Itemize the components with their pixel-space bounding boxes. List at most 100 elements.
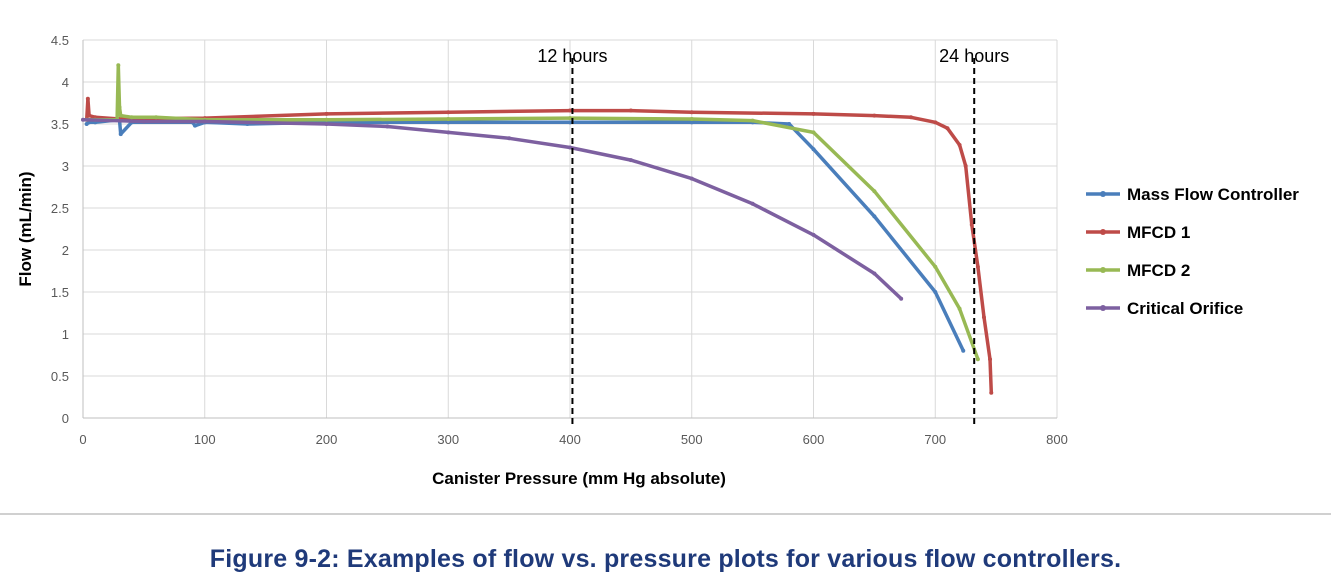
data-point: [988, 357, 993, 362]
data-point: [957, 143, 962, 147]
y-axis-title: Flow (mL/min): [16, 171, 35, 286]
figure-caption: Figure 9-2: Examples of flow vs. pressur…: [209, 545, 1122, 573]
data-point: [628, 158, 633, 163]
annotation-label: 12 hours: [537, 46, 607, 66]
legend-marker: [1100, 305, 1106, 311]
data-point: [750, 118, 755, 123]
data-point: [811, 232, 816, 237]
data-point: [116, 63, 121, 68]
x-tick-label: 400: [559, 432, 581, 447]
data-point: [872, 271, 877, 276]
data-point: [117, 105, 122, 110]
data-point: [87, 113, 92, 118]
legend: Mass Flow Controller MFCD 1 MFCD 2 Critical…: [1086, 185, 1299, 318]
data-point: [933, 120, 938, 125]
data-point: [750, 201, 755, 206]
data-point: [446, 116, 451, 121]
data-point: [689, 116, 694, 121]
data-point: [507, 136, 512, 141]
series-lines: [81, 63, 994, 395]
y-tick-label: 1.5: [51, 285, 69, 300]
data-point: [202, 119, 207, 124]
legend-label: MFCD 1: [1127, 223, 1190, 242]
data-point: [568, 116, 572, 121]
data-point: [118, 113, 123, 118]
data-point: [324, 117, 329, 122]
data-point: [129, 115, 134, 120]
x-tick-label: 0: [79, 432, 86, 447]
data-point: [957, 306, 962, 311]
data-point: [872, 214, 877, 219]
y-tick-label: 4: [62, 75, 69, 90]
annotations: 12 hours 24 hours: [537, 46, 1009, 428]
y-tick-label: 0.5: [51, 369, 69, 384]
data-point: [787, 122, 792, 126]
x-tick-label: 300: [437, 432, 459, 447]
legend-label: MFCD 2: [1127, 261, 1190, 280]
data-point: [193, 123, 198, 128]
y-tick-label: 3.5: [51, 117, 69, 132]
x-tick-label: 100: [194, 432, 216, 447]
series-line-0: [84, 118, 966, 353]
data-point: [628, 108, 633, 113]
data-point: [933, 264, 938, 269]
y-tick-label: 2.5: [51, 201, 69, 216]
data-point: [908, 115, 913, 120]
data-point: [324, 111, 329, 116]
data-point: [975, 264, 980, 269]
x-tick-label: 200: [316, 432, 338, 447]
x-axis-title: Canister Pressure (mm Hg absolute): [432, 469, 726, 488]
series-line-2: [84, 63, 980, 361]
legend-marker: [1100, 229, 1106, 235]
data-point: [154, 115, 159, 120]
tick-labels: 0 100 200 300 400 500 600 700 800 0 0.5 1 1.5 2 2.5 3 3.…: [51, 33, 1068, 447]
y-tick-label: 3: [62, 159, 69, 174]
data-point: [689, 176, 694, 181]
caption-divider: [0, 513, 1331, 515]
data-point: [568, 120, 572, 125]
data-point: [945, 126, 950, 131]
x-tick-label: 700: [924, 432, 946, 447]
data-point: [961, 348, 966, 353]
data-point: [811, 130, 816, 135]
data-point: [118, 132, 123, 137]
y-tick-label: 0: [62, 411, 69, 426]
data-point: [969, 222, 974, 227]
x-tick-label: 500: [681, 432, 703, 447]
y-tick-label: 1: [62, 327, 69, 342]
data-point: [141, 119, 146, 124]
data-point: [933, 290, 938, 294]
x-tick-label: 600: [803, 432, 825, 447]
series-line-3: [81, 118, 903, 301]
data-point: [446, 110, 451, 115]
data-point: [446, 130, 451, 135]
legend-label: Critical Orifice: [1127, 299, 1243, 318]
data-point: [872, 113, 877, 118]
data-point: [568, 145, 572, 150]
y-tick-label: 4.5: [51, 33, 69, 48]
data-point: [981, 315, 986, 320]
grid-lines: [82, 39, 1058, 419]
data-point: [989, 390, 994, 395]
y-tick-label: 2: [62, 243, 69, 258]
data-point: [324, 122, 329, 126]
data-point: [811, 147, 816, 152]
data-point: [975, 357, 980, 362]
data-point: [689, 110, 694, 115]
x-tick-label: 800: [1046, 432, 1068, 447]
legend-marker: [1100, 267, 1106, 273]
legend-label: Mass Flow Controller: [1127, 185, 1299, 204]
data-point: [689, 120, 694, 125]
data-point: [446, 120, 451, 125]
legend-marker: [1100, 191, 1106, 197]
flow-pressure-chart: 12 hours 24 hours 0 100 200 300 400 500 600 700 8…: [16, 33, 1299, 488]
data-point: [811, 111, 816, 116]
data-point: [81, 117, 85, 122]
data-point: [568, 108, 572, 113]
data-point: [85, 96, 90, 101]
data-point: [872, 189, 877, 194]
data-point: [963, 164, 968, 168]
annotation-label: 24 hours: [939, 46, 1009, 66]
data-point: [899, 296, 904, 301]
data-point: [385, 124, 390, 129]
